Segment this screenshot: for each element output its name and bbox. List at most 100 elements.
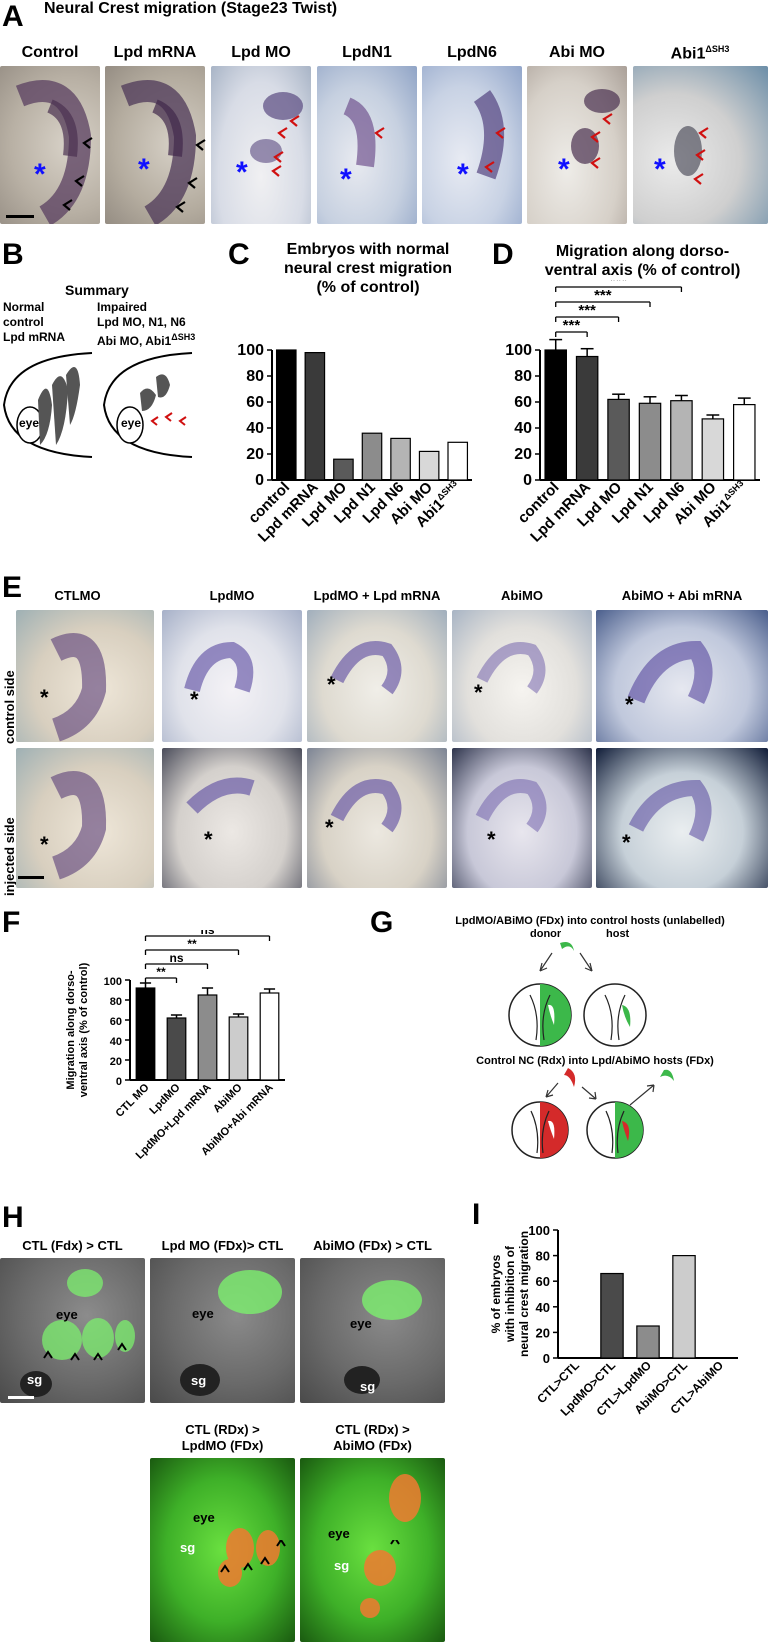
panel-e-image	[307, 610, 447, 742]
bar	[575, 355, 599, 481]
panel-label-f: F	[2, 906, 21, 939]
panel-a-image-control	[0, 66, 100, 224]
panel-b-impaired-label: Impaired Lpd MO, N1, N6 Abi MO, Abi1ΔSH3	[97, 300, 195, 349]
bar	[544, 349, 568, 481]
black-arrowhead-icon	[187, 177, 198, 189]
panel-label-a: A	[2, 0, 24, 33]
sg-label: sg	[334, 1558, 350, 1573]
bar	[600, 1272, 624, 1359]
bar	[447, 441, 469, 481]
panel-b-schematic	[2, 352, 193, 458]
green-nc-graft-icon	[560, 942, 574, 951]
panel-a-col-lpdn1: LpdN1	[342, 44, 392, 61]
bar	[701, 418, 725, 481]
panel-a-image-abi-mo	[527, 66, 627, 224]
bar	[638, 402, 662, 481]
panel-d-title: Migration along dorso- ventral axis (% o…	[544, 243, 741, 279]
significance-label: ***	[563, 317, 581, 334]
panel-label-i: I	[472, 1198, 481, 1231]
impaired-line-2: Lpd MO, N1, N6	[97, 315, 186, 329]
panel-a-image-lpdn1	[317, 66, 417, 224]
eye-marker-asterisk: *	[40, 832, 49, 857]
black-arrowhead-icon	[74, 175, 85, 187]
eye-label: eye	[350, 1316, 372, 1331]
y-tick-label: 60	[514, 394, 532, 411]
normal-line-2: control	[3, 315, 44, 329]
y-tick-label: 0	[255, 472, 264, 489]
sg-label: sg	[180, 1540, 196, 1555]
red-arrowhead-icon	[271, 165, 282, 177]
red-arrowhead-icon	[289, 115, 300, 127]
sg-label: sg	[360, 1379, 376, 1394]
black-arrowhead-icon	[220, 1564, 230, 1573]
eye-label: eye	[328, 1526, 350, 1541]
panel-e-image	[452, 748, 592, 888]
red-arrowhead-icon	[164, 412, 173, 422]
panel-h-arrowheads	[43, 1342, 127, 1361]
eye-marker-asterisk: *	[474, 680, 483, 705]
eye-marker-star: *	[558, 153, 570, 186]
scale-bar	[8, 1396, 34, 1399]
y-tick-label: 60	[110, 1016, 122, 1028]
green-nc-graft-icon	[660, 1069, 674, 1081]
panel-h-image	[0, 1258, 145, 1403]
eye-marker-asterisk: *	[327, 672, 336, 697]
panel-e-image	[307, 748, 447, 888]
black-arrowhead-icon	[390, 1540, 400, 1545]
panel-e-image	[596, 610, 768, 742]
normal-line-1: Normal	[3, 300, 45, 314]
eye-marker-asterisk: *	[625, 692, 634, 717]
panel-g-bottom-caption: Control NC (Rdx) into Lpd/AbiMO hosts (F…	[476, 1055, 714, 1067]
red-arrowhead-icon	[602, 113, 613, 125]
panel-b-eye-label-impaired: eye	[121, 416, 142, 430]
y-axis-label: with inhibition of	[503, 1245, 517, 1343]
bar	[333, 458, 354, 481]
y-tick-label: 40	[110, 1036, 122, 1048]
y-tick-label: 80	[514, 368, 532, 385]
black-arrowhead-icon	[276, 1540, 286, 1547]
bar	[607, 398, 630, 481]
y-tick-label: 60	[536, 1274, 550, 1289]
panel-g-schematic	[508, 942, 674, 1159]
y-tick-label: 80	[110, 996, 122, 1008]
panel-h-col-1: CTL (Fdx) > CTL	[22, 1238, 123, 1253]
eye-marker-asterisk: *	[204, 827, 213, 852]
y-tick-label: 80	[536, 1249, 550, 1264]
bar	[670, 400, 693, 481]
red-arrowhead-icon	[374, 127, 385, 139]
y-tick-label: 40	[536, 1300, 550, 1315]
impaired-line-1: Impaired	[97, 300, 148, 314]
panel-label-b: B	[2, 238, 24, 271]
black-arrowhead-icon	[195, 139, 206, 151]
y-tick-label: 20	[536, 1325, 550, 1340]
eye-marker-asterisk: *	[190, 687, 199, 712]
red-arrowhead-icon	[273, 151, 284, 163]
eye-marker-star: *	[138, 153, 150, 186]
eye-marker-asterisk: *	[40, 685, 49, 710]
y-axis-label: Migration along dorso-	[65, 970, 77, 1089]
black-arrowhead-icon	[82, 137, 93, 149]
panel-h-bottom-col-2: CTL (RDx) > AbiMO (FDx)	[333, 1422, 412, 1453]
eye-marker-star: *	[340, 163, 352, 196]
y-tick-label: 100	[505, 342, 532, 359]
eye-marker-asterisk: *	[487, 827, 496, 852]
normal-line-3: Lpd mRNA	[3, 330, 65, 344]
panel-a-image-abi1	[633, 66, 768, 224]
panel-e-image	[16, 610, 154, 742]
panel-e-col-abimo-rescue: AbiMO + Abi mRNA	[621, 588, 743, 603]
y-axis-label: % of embryos	[489, 1254, 503, 1333]
red-arrowhead-icon	[178, 416, 187, 426]
bar	[228, 1016, 249, 1081]
panel-c-title: Embryos with normal neural crest migrati…	[283, 241, 453, 296]
eye-marker-star: *	[654, 153, 666, 186]
panel-b-normal-label: Normal control Lpd mRNA	[3, 300, 65, 345]
y-tick-label: 100	[528, 1223, 550, 1238]
red-arrowhead-icon	[495, 127, 506, 139]
eye-marker-star: *	[457, 158, 469, 191]
panel-h-col-3: AbiMO (FDx) > CTL	[313, 1238, 432, 1253]
panel-a-image-lpd-mo	[211, 66, 311, 224]
panel-h-bottom-arrowheads	[220, 1540, 400, 1573]
panel-g-host-label: host	[606, 928, 630, 940]
panel-e-image	[452, 610, 592, 742]
